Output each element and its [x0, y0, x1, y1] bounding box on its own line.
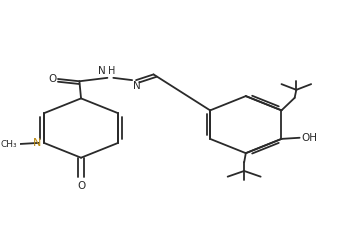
Text: O: O: [48, 74, 56, 84]
Text: N: N: [133, 82, 141, 91]
Text: CH₃: CH₃: [1, 140, 18, 149]
Text: N: N: [33, 138, 41, 148]
Text: O: O: [77, 181, 85, 191]
Text: OH: OH: [301, 133, 317, 143]
Text: N: N: [98, 66, 106, 76]
Text: H: H: [108, 66, 116, 76]
